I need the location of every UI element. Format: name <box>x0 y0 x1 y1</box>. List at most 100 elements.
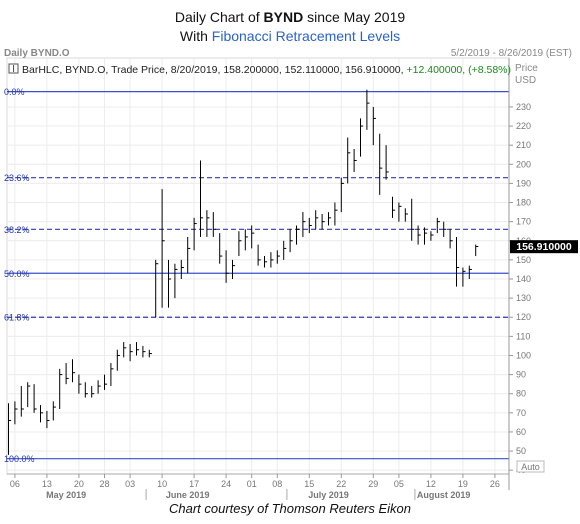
hlc-bar <box>398 202 402 222</box>
hlc-bar <box>315 210 319 230</box>
fib-level-label: 23.6% <box>4 173 30 183</box>
fib-level-label: 38.2% <box>4 225 30 235</box>
hlc-bar <box>33 384 37 413</box>
hlc-bar <box>385 145 389 180</box>
hlc-bar <box>193 217 197 251</box>
hlc-bar <box>104 374 108 390</box>
x-tick-label: 03 <box>125 479 135 489</box>
chart-subtitle: With Fibonacci Retracement Levels <box>179 28 401 44</box>
hlc-bar <box>148 349 152 358</box>
hlc-bar <box>296 225 300 245</box>
hlc-bar <box>244 229 248 251</box>
x-tick-label: 29 <box>368 479 378 489</box>
legend-values: BarHLC, BYND.O, Trade Price, 8/20/2019, … <box>22 64 404 76</box>
y-tick-label: 110 <box>516 331 530 341</box>
y-tick-label: 150 <box>516 255 531 265</box>
y-tick-label: 140 <box>516 274 531 284</box>
hlc-bar <box>449 229 453 249</box>
hlc-bar <box>475 244 479 257</box>
y-tick-label: 130 <box>516 293 531 303</box>
y-tick-label: 50 <box>516 446 526 456</box>
price-bars <box>8 89 479 455</box>
chart-title: Daily Chart of BYND since May 2019 <box>174 9 406 25</box>
hlc-bar <box>443 221 447 237</box>
hlc-bar <box>155 259 159 318</box>
panel-name: Daily BYND.O <box>4 48 70 59</box>
hlc-bar <box>200 160 204 237</box>
x-tick-label: 17 <box>189 479 199 489</box>
x-tick-label: 06 <box>10 479 20 489</box>
hlc-bar <box>14 401 18 425</box>
hlc-bar <box>168 259 172 308</box>
hlc-bar <box>264 256 268 268</box>
x-tick-label: 01 <box>247 479 257 489</box>
hlc-bar <box>97 380 101 394</box>
hlc-bar <box>174 263 178 299</box>
hlc-bar <box>78 374 82 394</box>
x-month-label: May 2019 <box>46 490 86 500</box>
hlc-bar <box>65 363 69 385</box>
hlc-bar <box>404 208 408 222</box>
hlc-bar <box>302 212 306 237</box>
hlc-bar <box>372 106 376 146</box>
fib-level-label: 61.8% <box>4 313 30 323</box>
x-tick-label: 13 <box>42 479 52 489</box>
x-month-label: August 2019 <box>417 490 471 500</box>
subtitle-highlight: Fibonacci Retracement Levels <box>211 28 401 44</box>
hlc-bar <box>257 244 261 266</box>
chart-caption: Chart courtesy of Thomson Reuters Eikon <box>168 501 412 516</box>
hlc-bar <box>129 344 133 362</box>
price-axis-label: Price <box>515 63 538 74</box>
auto-scale-label: Auto <box>521 462 540 472</box>
hlc-bar <box>212 212 216 237</box>
x-tick-label: 10 <box>157 479 167 489</box>
hlc-bar <box>110 363 114 387</box>
x-tick-label: 26 <box>490 479 500 489</box>
y-tick-label: 90 <box>516 370 526 380</box>
x-tick-label: 22 <box>336 479 346 489</box>
hlc-bar <box>360 118 364 157</box>
hlc-bar <box>417 225 421 245</box>
hlc-bar <box>20 386 24 417</box>
legend-change: +12.400000, (+8.58%) <box>407 64 512 76</box>
hlc-bar <box>424 227 428 245</box>
hlc-bar <box>123 342 127 358</box>
hlc-bar <box>353 149 357 172</box>
hlc-bar <box>52 401 56 421</box>
hlc-bar <box>379 133 383 195</box>
hlc-bar <box>456 236 460 287</box>
y-tick-label: 60 <box>516 427 526 437</box>
hlc-bar <box>161 189 165 308</box>
y-tick-label: 210 <box>516 140 531 150</box>
legend-icon <box>8 63 19 74</box>
fib-level-label: 50.0% <box>4 269 30 279</box>
hlc-bar <box>334 202 338 226</box>
y-tick-label: 190 <box>516 178 531 188</box>
y-tick-label: 230 <box>516 102 531 112</box>
hlc-bar <box>8 403 12 455</box>
hlc-bar <box>136 342 140 356</box>
auto-scale-button[interactable] <box>516 460 545 473</box>
hlc-bar <box>59 368 63 409</box>
hlc-bar <box>219 233 223 264</box>
hlc-bar <box>468 265 472 279</box>
hlc-bar <box>283 240 287 260</box>
y-tick-label: 220 <box>516 121 531 131</box>
y-tick-label: 200 <box>516 159 531 169</box>
hlc-bar <box>238 231 242 257</box>
hlc-bar <box>251 225 255 249</box>
hlc-bar <box>40 405 44 423</box>
hlc-bar <box>225 250 229 283</box>
hlc-bar <box>289 229 293 253</box>
hlc-bar <box>430 231 434 241</box>
hlc-bar <box>436 217 440 234</box>
hlc-bar <box>27 382 31 408</box>
hlc-bar <box>72 359 76 383</box>
hlc-bar <box>328 212 332 226</box>
hlc-bar <box>366 89 370 130</box>
hlc-bar <box>411 198 415 241</box>
x-tick-label: 28 <box>99 479 109 489</box>
currency-axis-label: USD <box>515 75 536 86</box>
hlc-bar <box>180 259 184 279</box>
